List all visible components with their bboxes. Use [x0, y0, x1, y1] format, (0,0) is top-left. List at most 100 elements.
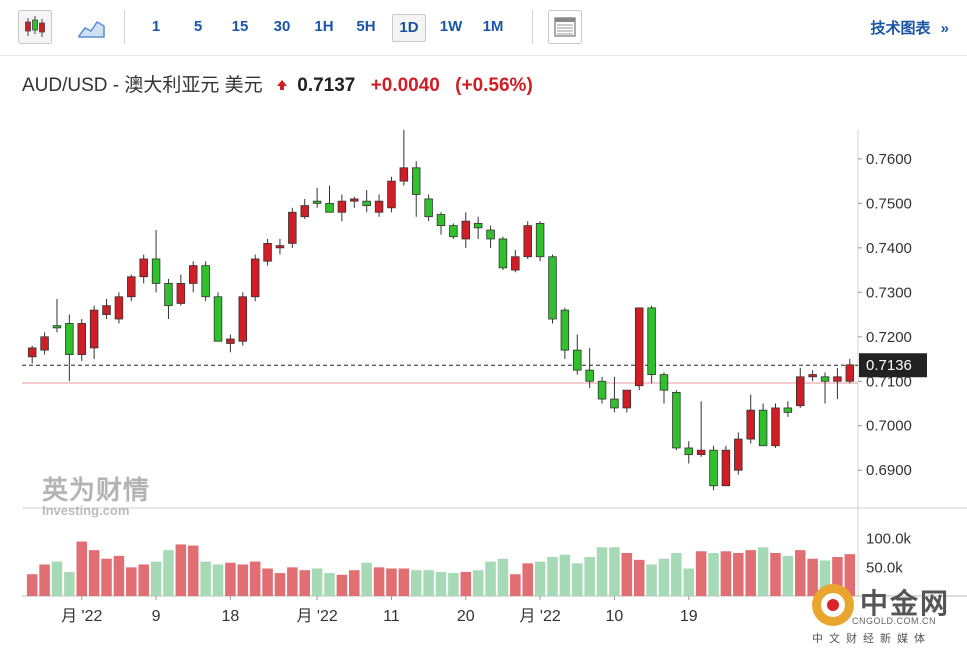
- candle-body: [523, 225, 532, 258]
- volume-bar: [237, 564, 249, 596]
- volume-bar: [733, 553, 744, 596]
- cngold-logo: 中金网 CNGOLD.COM.CN 中文财经新媒体: [808, 582, 960, 648]
- candle-body: [449, 225, 458, 238]
- y-tick-label: 0.7200: [866, 329, 912, 346]
- timeframe-5[interactable]: 5: [193, 18, 203, 35]
- candle-body: [164, 283, 173, 307]
- timeframe-1h[interactable]: 1H: [314, 18, 334, 35]
- candle-body: [647, 307, 656, 375]
- volume-bar: [349, 570, 360, 596]
- x-tick-label: 月 '22: [296, 608, 337, 625]
- volume-bar: [423, 570, 434, 596]
- volume-bar: [584, 557, 595, 596]
- volume-bar: [435, 571, 447, 596]
- candle-body: [89, 309, 99, 349]
- candle-body: [399, 167, 409, 182]
- price-change: +0.0040: [370, 75, 440, 96]
- volume-bar: [720, 551, 732, 596]
- volume-bar: [522, 563, 533, 596]
- candle-body: [783, 407, 793, 413]
- candlestick-icon[interactable]: [18, 10, 52, 44]
- area-chart-icon[interactable]: [74, 10, 108, 44]
- x-tick-label: 18: [222, 608, 240, 625]
- y-tick-label: 0.7500: [866, 195, 912, 212]
- volume-bar: [163, 550, 174, 596]
- y-tick-label: 0.7600: [866, 151, 912, 168]
- candle-body: [436, 214, 446, 227]
- volume-tick-label: 100.0k: [866, 531, 912, 548]
- volume-bar: [51, 561, 63, 596]
- volume-bar: [559, 554, 571, 596]
- volume-bar: [336, 574, 348, 596]
- x-tick-label: 月 '22: [519, 608, 560, 625]
- candle-body: [560, 309, 570, 351]
- candle-body: [535, 222, 545, 258]
- x-tick-label: 20: [457, 608, 475, 625]
- x-tick-label: 10: [606, 608, 624, 625]
- candle-body: [127, 276, 136, 298]
- cngold-name: 中金网: [860, 588, 951, 619]
- volume-bar: [287, 567, 298, 596]
- volume-bar: [485, 561, 496, 596]
- volume-bar: [646, 564, 657, 596]
- candle-body: [65, 323, 74, 355]
- volume-bar: [26, 574, 38, 596]
- table-icon[interactable]: [548, 10, 582, 44]
- candle-body: [808, 374, 817, 378]
- volume-bar: [187, 545, 199, 596]
- tech-chart-link[interactable]: 技术图表 »: [870, 17, 949, 38]
- candle-body: [226, 338, 235, 344]
- candle-body: [659, 374, 669, 391]
- candle-body: [176, 283, 186, 304]
- candle-body: [486, 229, 495, 240]
- volume-bar: [572, 563, 583, 596]
- volume-bar: [262, 568, 273, 596]
- volume-bar: [76, 541, 88, 596]
- timeframe-1m[interactable]: 1M: [482, 18, 504, 35]
- y-tick-label: 0.7000: [866, 418, 912, 435]
- volume-bar: [200, 561, 211, 596]
- timeframe-5h[interactable]: 5H: [356, 18, 376, 35]
- volume-bar: [64, 571, 75, 596]
- volume-bar: [596, 547, 608, 596]
- candle-body: [709, 449, 718, 487]
- y-tick-label: 0.7400: [866, 240, 912, 257]
- candle-body: [288, 211, 297, 244]
- timeframe-1[interactable]: 1: [151, 18, 161, 35]
- volume-bar: [547, 557, 558, 596]
- candle-body: [238, 296, 248, 342]
- volume-bar: [782, 555, 794, 596]
- investing-watermark: 英为财情 Investing.com: [42, 470, 150, 518]
- y-tick-label: 0.7300: [866, 284, 912, 301]
- chart-toolbar: 1 5 15 30 1H 5H 1D 1W 1M 技术图表 »: [0, 0, 967, 56]
- candle-body: [424, 198, 433, 218]
- candle-body: [77, 323, 86, 355]
- current-price-box: [859, 353, 927, 378]
- timeframe-30[interactable]: 30: [273, 18, 291, 35]
- candle-body: [597, 380, 607, 400]
- candle-body: [139, 258, 148, 278]
- candle-body: [263, 242, 272, 262]
- volume-bar: [621, 553, 633, 596]
- toolbar-divider: [532, 10, 533, 44]
- price-chart[interactable]: 0.7600 0.7500 0.7400 0.7300 0.7200 0.7100 0.70…: [0, 115, 967, 645]
- timeframe-1w[interactable]: 1W: [439, 18, 463, 35]
- volume-bar: [658, 558, 670, 596]
- candle-body: [275, 245, 285, 249]
- volume-bar: [683, 568, 695, 596]
- volume-bar: [609, 547, 620, 596]
- candle-body: [461, 220, 471, 240]
- volume-bar: [410, 570, 422, 596]
- price-change-percent: (+0.56%): [455, 75, 533, 96]
- volume-bar: [695, 551, 707, 596]
- candle-body: [114, 296, 124, 320]
- candle-body: [845, 364, 855, 382]
- candle-body: [573, 349, 582, 371]
- volume-tick-label: 50.0k: [866, 559, 903, 576]
- timeframe-1d[interactable]: 1D: [392, 14, 426, 42]
- instrument-name: AUD/USD - 澳大利亚元 美元: [22, 75, 263, 96]
- timeframe-15[interactable]: 15: [231, 18, 249, 35]
- candle-body: [52, 325, 62, 329]
- y-tick-label: 0.7100: [866, 373, 912, 390]
- volume-bar: [39, 564, 50, 596]
